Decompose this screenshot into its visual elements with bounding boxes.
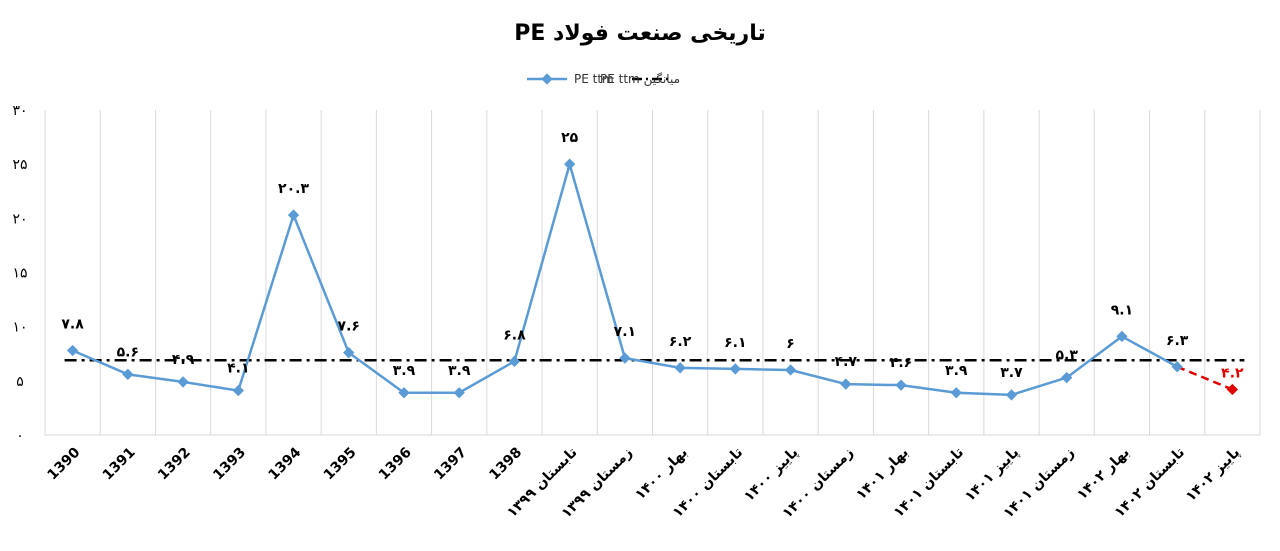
data-label: ۷.۶ [338,319,360,335]
x-tick-label: بهار ۱۴۰۰ [632,445,691,504]
x-axis: 1390 1391 1392 1393 1394 1395 1396 1397 1398تابس… [45,444,1244,521]
data-point [784,364,797,376]
data-point [674,362,686,374]
data-label: ۷.۱ [614,324,636,340]
data-label: ۴.۷ [835,354,858,370]
y-tick-label: ۳۰ [12,103,27,119]
y-tick-label: ۲۵ [12,157,27,173]
data-label: ۲۰.۳ [278,181,309,197]
data-point [343,347,355,359]
data-point [508,355,521,367]
x-tick-label: 1394 [265,444,304,483]
data-label: ۶ [786,336,795,352]
data-point [453,387,465,399]
data-point [232,384,244,397]
data-point [177,376,189,388]
data-label: ۶.۱ [724,335,746,351]
data-label: ۲۵ [561,130,579,146]
y-tick-label: ۱۵ [12,266,27,282]
data-point [1061,371,1073,384]
x-tick-label: 1395 [321,445,360,484]
data-label: ۶.۲ [669,334,692,350]
y-axis: ۰ ۵ ۱۰ ۱۵ ۲۰ ۲۵ ۳۰ [12,103,27,444]
data-label: ۴.۹ [172,352,195,368]
data-label: ۹.۱ [1111,302,1133,318]
x-tick-label: 1398 [486,445,525,484]
data-label: ۳.۷ [1000,365,1023,381]
data-label: ۳.۹ [448,363,471,379]
data-point [122,368,134,380]
data-point [287,209,300,221]
grid [44,110,1261,436]
data-label: ۴.۱ [227,361,249,377]
data-label: ۳.۹ [945,363,968,379]
x-tick-label: بهار ۱۴۰۲ [1074,445,1133,504]
data-label: ۴.۶ [890,355,912,371]
y-tick-label: ۱۰ [12,320,27,336]
data-point [619,352,631,364]
x-tick-label: 1390 [45,444,84,483]
chart-title: PE تاریخی صنعت فولاد [514,21,766,46]
data-label: ۶.۸ [503,327,526,343]
data-point [840,378,852,390]
data-labels: ۷.۸ ۵.۶ ۴.۹ ۴.۱ ۲۰.۳ ۷.۶ ۳.۹ ۳.۹ ۶.۸ ۲۵ ۷.۱ ۶.۲ ۶.۱ ۶… [61,130,1244,381]
data-point [729,363,741,375]
legend-label-pe-ttm: PE ttm [574,72,614,86]
x-tick-label: 1392 [155,445,194,484]
x-tick-label: 1393 [210,445,249,484]
data-label: ۷.۸ [61,317,84,333]
legend-label-average: میانگین PE ttm [600,72,680,87]
data-label: ۳.۹ [393,363,416,379]
y-tick-label: ۰ [16,428,24,444]
data-label: ۶.۳ [1166,333,1189,349]
series-line-forecast [1176,365,1233,391]
legend: PE ttm میانگین PE ttm [527,72,680,87]
data-point [398,387,410,399]
data-label: ۵.۳ [1055,348,1078,364]
data-point [950,387,962,399]
legend-marker-pe-ttm [541,73,553,85]
data-point [66,344,79,357]
data-point [564,158,576,170]
x-tick-label: 1391 [100,445,139,484]
x-tick-label: پاییز ۱۴۰۲ [1183,445,1243,505]
data-point [1005,389,1018,401]
x-tick-label: 1397 [431,445,470,484]
y-tick-label: ۲۰ [12,211,27,227]
x-tick-label: پاییز ۱۴۰۰ [741,445,801,505]
data-point-forecast [1226,383,1239,396]
data-label-forecast: ۴.۲ [1221,366,1244,382]
data-label: ۵.۶ [117,344,139,360]
x-tick-label: پاییز ۱۴۰۱ [962,445,1022,505]
x-tick-label: بهار ۱۴۰۱ [853,445,912,504]
x-tick-label: 1396 [376,445,415,484]
series-layer [64,158,1245,401]
data-point [1171,361,1183,373]
data-point [895,379,907,391]
data-point [1116,330,1128,343]
y-tick-label: ۵ [16,374,24,390]
